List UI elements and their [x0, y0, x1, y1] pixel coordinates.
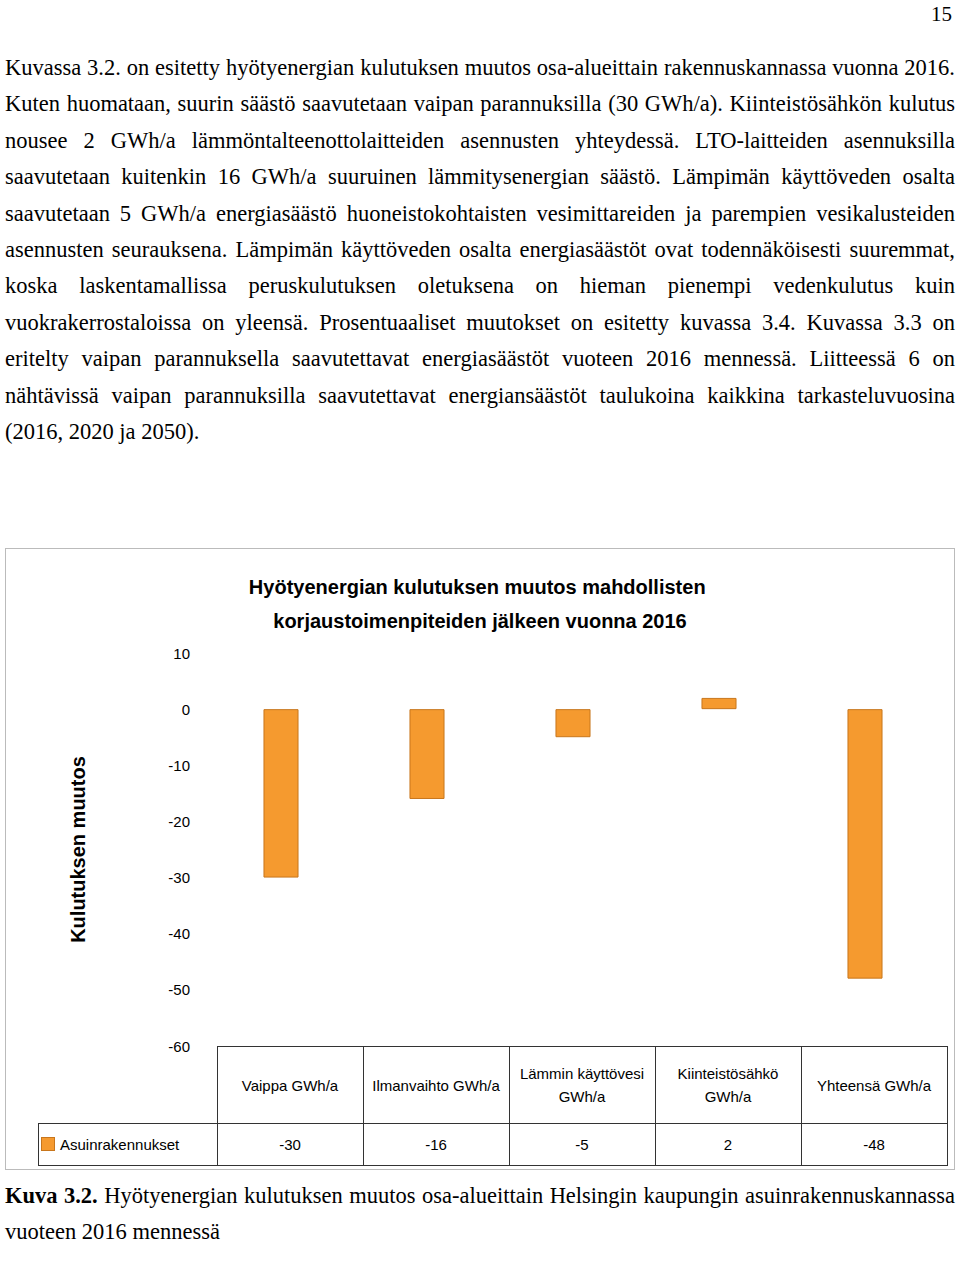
html-text:Yhteensä GWh/a: Yhteensä GWh/a — [816, 1076, 932, 1094]
svg-text:-20: -20 — [168, 813, 190, 830]
html-text:Asuinrakennukset: Asuinrakennukset — [60, 1136, 180, 1153]
svg-text:-60: -60 — [168, 1037, 190, 1055]
svg-text:korjaustoimenpiteiden jälkeen: korjaustoimenpiteiden jälkeen vuonna 201… — [273, 610, 686, 632]
html-text:15: 15 — [931, 2, 952, 26]
html-text:-16: -16 — [425, 1136, 447, 1153]
html-text:Lämmin käyttövesi GWh/a: Lämmin käyttövesi GWh/a — [519, 1065, 645, 1105]
html-text:-48: -48 — [863, 1136, 885, 1153]
svg-text:-10: -10 — [168, 757, 190, 774]
html-text:Kuva 3.2. Hyötyenergian kulutu: Kuva 3.2. Hyötyenergian kulutuksen muuto… — [5, 1183, 955, 1244]
svg-text:10: 10 — [173, 645, 190, 662]
svg-text:-50: -50 — [168, 981, 190, 998]
html-text:Ilmanvaihto GWh/a: Ilmanvaihto GWh/a — [372, 1076, 500, 1094]
svg-text:-30: -30 — [168, 869, 190, 886]
svg-text:Kulutuksen muutos: Kulutuksen muutos — [67, 756, 89, 943]
html-text:Vaippa GWh/a: Vaippa GWh/a — [241, 1076, 339, 1094]
html-text:Kuvassa 3.2. on esitetty hyöty: Kuvassa 3.2. on esitetty hyötyenergian k… — [5, 55, 955, 445]
html-text:-5: -5 — [575, 1136, 589, 1153]
html-text:Kiinteistösähkö GWh/a: Kiinteistösähkö GWh/a — [677, 1065, 779, 1105]
svg-text:0: 0 — [182, 701, 190, 718]
html-text:2: 2 — [723, 1136, 733, 1153]
svg-text:Hyötyenergian kulutuksen muuto: Hyötyenergian kulutuksen muutos mahdolli… — [249, 576, 711, 598]
html-text:-30: -30 — [279, 1136, 301, 1153]
svg-text:-40: -40 — [168, 925, 190, 942]
